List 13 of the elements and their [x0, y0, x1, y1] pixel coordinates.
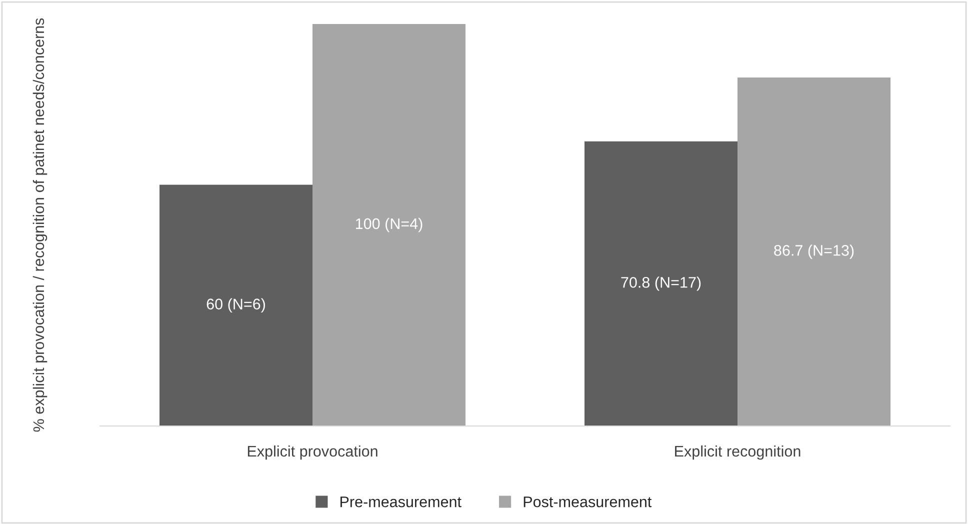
data-label: 70.8 (N=17) — [621, 276, 701, 291]
x-tick-label: Explicit provocation — [248, 445, 378, 460]
data-label: 86.7 (N=13) — [774, 244, 854, 259]
bar — [584, 141, 738, 426]
legend-label: Pre-measurement — [340, 496, 462, 508]
x-tick-label: Explicit recognition — [675, 445, 800, 460]
bar — [160, 184, 312, 426]
legend-label: Post-measurement — [524, 496, 652, 508]
data-label: 60 (N=6) — [206, 298, 265, 313]
data-label: 100 (N=4) — [356, 218, 422, 232]
bar — [312, 24, 466, 426]
bar — [738, 77, 890, 426]
y-axis-title: % explicit provocation / recognition of patinet needs/concerns — [32, 18, 48, 432]
